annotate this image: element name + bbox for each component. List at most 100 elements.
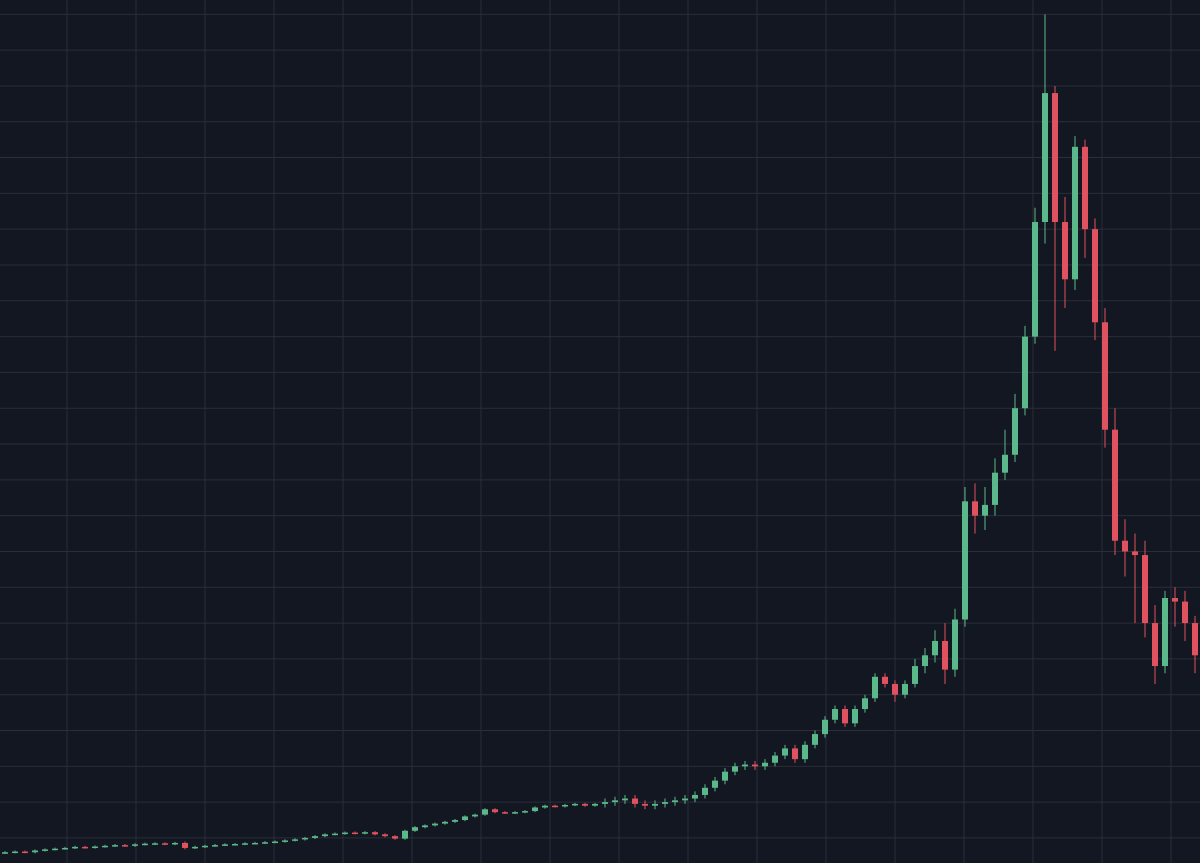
candle-body bbox=[572, 803, 578, 806]
candle-body bbox=[892, 683, 898, 695]
candle-body bbox=[352, 832, 358, 835]
candle-body bbox=[622, 798, 628, 801]
candle-body bbox=[492, 809, 498, 813]
candle-body bbox=[1092, 229, 1098, 323]
candle-body bbox=[512, 812, 518, 814]
candle-body bbox=[1102, 322, 1108, 430]
candle-body bbox=[142, 843, 148, 846]
candle-body bbox=[502, 812, 508, 814]
candle-body bbox=[832, 709, 838, 720]
candle-body bbox=[722, 771, 728, 781]
candle-body bbox=[992, 472, 998, 505]
candle-body bbox=[822, 719, 828, 735]
candle-body bbox=[542, 805, 548, 808]
candle-body bbox=[612, 800, 618, 803]
candle-body bbox=[1042, 93, 1048, 223]
candle-body bbox=[32, 850, 38, 853]
candle-body bbox=[102, 845, 108, 848]
candle-body bbox=[132, 844, 138, 846]
candle-body bbox=[182, 842, 188, 848]
candle-body bbox=[1002, 454, 1008, 473]
candle-body bbox=[692, 794, 698, 799]
candle-body bbox=[482, 809, 488, 815]
candle-body bbox=[582, 803, 588, 806]
candle-body bbox=[312, 836, 318, 838]
candle-body bbox=[62, 847, 68, 850]
candle-body bbox=[412, 827, 418, 831]
candle-body bbox=[52, 848, 58, 851]
candle-body bbox=[902, 683, 908, 695]
candle-body bbox=[1112, 429, 1118, 541]
candle-body bbox=[912, 666, 918, 684]
candle-body bbox=[1182, 601, 1188, 624]
candle-body bbox=[562, 804, 568, 807]
candle-body bbox=[162, 843, 168, 845]
candle-body bbox=[462, 816, 468, 821]
candle-body bbox=[532, 807, 538, 812]
candle-body bbox=[782, 748, 788, 756]
candle-body bbox=[1172, 598, 1178, 602]
candle-body bbox=[302, 837, 308, 840]
candle-body bbox=[212, 845, 218, 847]
candle-body bbox=[292, 839, 298, 841]
candle-body bbox=[852, 709, 858, 724]
candle-body bbox=[172, 842, 178, 845]
candle-body bbox=[222, 844, 228, 846]
candle-body bbox=[1032, 222, 1038, 337]
candle-body bbox=[372, 832, 378, 835]
candle-body bbox=[522, 811, 528, 813]
candle-body bbox=[442, 821, 448, 824]
candle-body bbox=[192, 846, 198, 849]
candle-body bbox=[552, 805, 558, 808]
candle-body bbox=[712, 780, 718, 788]
candle-body bbox=[882, 676, 888, 684]
candle-body bbox=[112, 845, 118, 847]
candle-body bbox=[942, 640, 948, 670]
candle-body bbox=[932, 640, 938, 656]
candle-body bbox=[972, 501, 978, 516]
candle-body bbox=[362, 832, 368, 834]
candle-body bbox=[962, 501, 968, 620]
candle-body bbox=[432, 823, 438, 826]
candle-body bbox=[12, 851, 18, 854]
candle-body bbox=[22, 851, 28, 854]
candle-body bbox=[282, 840, 288, 842]
candle-body bbox=[1132, 551, 1138, 556]
candle-body bbox=[252, 842, 258, 845]
candle-body bbox=[732, 766, 738, 772]
candle-body bbox=[122, 845, 128, 847]
candle-body bbox=[812, 734, 818, 745]
candle-body bbox=[1192, 623, 1198, 656]
candle-body bbox=[1022, 336, 1028, 409]
candle-body bbox=[82, 846, 88, 849]
candle-body bbox=[422, 825, 428, 828]
candle-body bbox=[672, 800, 678, 803]
candle-body bbox=[702, 787, 708, 795]
candle-body bbox=[262, 842, 268, 844]
candle-body bbox=[752, 764, 758, 767]
candle-body bbox=[1062, 222, 1068, 280]
candle-body bbox=[242, 843, 248, 845]
candle-body bbox=[1072, 146, 1078, 280]
candle-body bbox=[862, 698, 868, 710]
candle-body bbox=[1012, 408, 1018, 455]
candle-body bbox=[792, 748, 798, 760]
candle-body bbox=[452, 820, 458, 822]
candle-body bbox=[1152, 623, 1158, 667]
candle-body bbox=[332, 833, 338, 836]
candle-body bbox=[682, 798, 688, 801]
candle-body bbox=[232, 844, 238, 846]
candle-body bbox=[402, 830, 408, 839]
candle-body bbox=[632, 798, 638, 804]
candle-body bbox=[382, 834, 388, 837]
candle-body bbox=[842, 709, 848, 724]
candle-body bbox=[342, 832, 348, 835]
candle-body bbox=[152, 843, 158, 845]
candle-body bbox=[2, 852, 8, 854]
candle-body bbox=[772, 755, 778, 763]
candle-body bbox=[392, 836, 398, 839]
candle-body bbox=[42, 849, 48, 851]
candle-body bbox=[272, 841, 278, 844]
